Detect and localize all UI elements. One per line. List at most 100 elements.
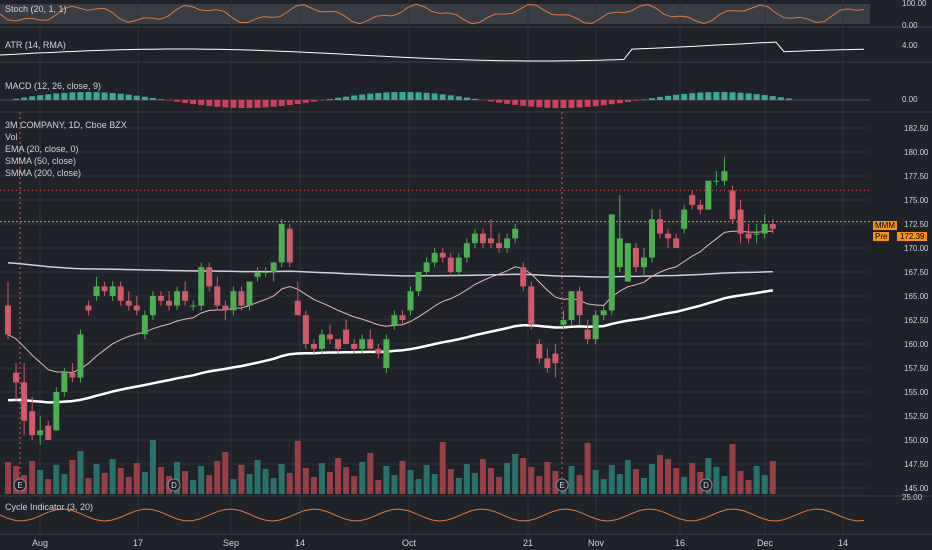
macd-hist-bar [310, 100, 317, 102]
volume-bar [93, 464, 100, 494]
macd-label: MACD (12, 26, close, 9) [5, 81, 102, 91]
ema20-line [7, 230, 773, 374]
candle-body [673, 238, 680, 248]
macd-hist-bar [721, 92, 728, 100]
candle-body [77, 334, 84, 378]
volume-bar [705, 458, 712, 494]
macd-hist-bar [649, 98, 655, 100]
candle-body [399, 315, 406, 320]
ticker-badge: MMM [873, 221, 897, 230]
macd-hist-bar [190, 100, 197, 105]
smma50-label: SMMA (50, close) [5, 156, 77, 166]
volume-bar [544, 462, 551, 494]
candle-body [294, 300, 301, 316]
macd-hist-bar [423, 92, 430, 100]
volume-bar [206, 475, 213, 494]
candle-body [37, 430, 44, 436]
volume-bar [455, 478, 462, 494]
macd-hist-bar [753, 94, 760, 100]
atr-line [0, 41, 865, 62]
macd-hist-bar [351, 95, 358, 100]
y-tick-label: 170.00 [904, 244, 929, 253]
candle-body [21, 382, 28, 421]
candle-body [310, 344, 317, 349]
candle-body [649, 219, 655, 258]
cycle-label: Cycle Indicator (3, 20) [5, 502, 94, 512]
macd-hist-bar [769, 96, 776, 100]
candle-body [278, 224, 285, 263]
candle-body [166, 300, 172, 306]
volume-bar [327, 472, 333, 494]
volume-bar [157, 467, 164, 494]
x-tick-label: 21 [523, 538, 533, 548]
event-marker-label: D [703, 481, 709, 490]
candle-body [222, 305, 229, 311]
volume-bar [431, 474, 438, 494]
candle-body [367, 339, 374, 349]
volume-bar [37, 470, 44, 494]
candle-body [737, 209, 744, 234]
x-tick-label: 16 [675, 538, 685, 548]
macd-tick: 0.00 [902, 95, 918, 104]
volume-bar [624, 460, 631, 494]
volume-bar [182, 471, 189, 494]
candle-body [133, 305, 140, 311]
candle-body [504, 238, 511, 248]
event-marker [167, 478, 181, 492]
macd-hist-bar [109, 93, 116, 100]
macd-hist-bar [29, 96, 36, 100]
x-tick-label: 17 [133, 538, 143, 548]
macd-hist-bar [53, 93, 60, 100]
volume-bar [254, 460, 261, 494]
macd-hist-bar [21, 97, 28, 100]
volume-bar [109, 459, 116, 494]
macd-hist-bar [600, 100, 607, 106]
macd-hist-bar [270, 100, 277, 107]
y-tick-label: 150.00 [904, 436, 929, 445]
candle-body [632, 248, 639, 268]
ema-label: EMA (20, close, 0) [5, 144, 79, 154]
candle-body [141, 315, 148, 335]
candle-body [488, 238, 494, 244]
volume-bar [640, 478, 647, 494]
candle-body [351, 344, 358, 349]
macd-hist-bar [713, 92, 720, 100]
candle-body [375, 348, 382, 354]
candle-body [705, 180, 712, 210]
stoch-tick-100: 100.00 [902, 0, 927, 8]
macd-hist-bar [343, 96, 350, 100]
candle-body [496, 243, 503, 248]
volume-bar [745, 480, 752, 494]
macd-hist-bar [286, 100, 293, 106]
macd-hist-bar [246, 100, 253, 108]
volume-bar [729, 444, 736, 494]
volume-bar [592, 470, 599, 494]
volume-bar [85, 478, 92, 494]
macd-hist-bar [536, 100, 543, 108]
volume-bar [673, 468, 680, 494]
volume-bar [198, 466, 205, 494]
candle-body [383, 339, 390, 368]
macd-hist-bar [528, 100, 535, 107]
macd-hist-bar [576, 100, 583, 108]
volume-bar [61, 474, 68, 494]
macd-hist-bar [85, 92, 92, 100]
macd-hist-bar [608, 100, 615, 105]
event-marker [555, 478, 569, 492]
macd-hist-bar [496, 100, 503, 103]
candle-body [93, 286, 100, 296]
atr-tick: 4.00 [902, 41, 918, 50]
macd-hist-bar [471, 98, 478, 100]
volume-bar [29, 461, 36, 494]
macd-hist-bar [238, 100, 245, 108]
event-marker-label: E [559, 481, 564, 490]
macd-hist-bar [632, 100, 639, 101]
volume-bar [536, 476, 543, 494]
candle-body [190, 305, 197, 307]
candle-body [697, 204, 704, 210]
macd-hist-bar [157, 99, 164, 100]
x-tick-label: Aug [32, 538, 48, 548]
atr-label: ATR (14, RMA) [5, 40, 66, 50]
